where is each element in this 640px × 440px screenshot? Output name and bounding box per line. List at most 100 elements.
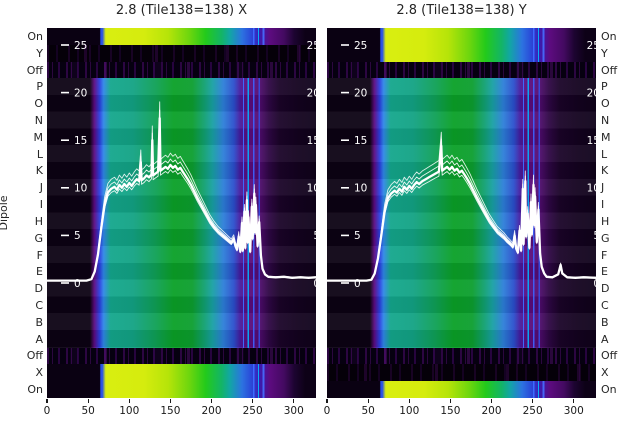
row-label: P <box>601 80 608 94</box>
x-tick-mark <box>210 399 213 403</box>
inner-tick-mark <box>61 91 69 94</box>
inner-tick-label-right: 20 <box>587 87 596 99</box>
x-tick-mark <box>326 399 328 403</box>
heat-row-bright <box>327 28 596 46</box>
inner-tick-label-right: 5 <box>593 230 596 242</box>
passband-curve <box>47 101 316 281</box>
heat-row-dark2 <box>47 44 316 63</box>
row-label: D <box>34 282 43 296</box>
row-label: X <box>601 366 609 380</box>
panel-y-xaxis: 0 50 100 150 200 250 300 <box>324 398 596 424</box>
heat-row-dark <box>47 61 316 80</box>
row-label: On <box>601 29 617 43</box>
x-tick-mark <box>408 399 410 403</box>
inner-tick-label-left: 25 <box>74 40 87 52</box>
row-label: F <box>36 248 43 262</box>
x-tick-mark <box>293 399 295 403</box>
row-labels-left: On Y Off P O N M L K J I H G F E D C B A Off X On <box>0 28 43 398</box>
x-tick-label: 0 <box>43 405 51 417</box>
x-tick-label: 50 <box>361 405 375 417</box>
x-tick-label: 100 <box>119 405 140 417</box>
row-label: C <box>601 299 609 312</box>
x-tick-label: 100 <box>399 405 420 417</box>
heat-row-bright <box>327 44 596 63</box>
inner-tick-label-right: 10 <box>587 183 596 195</box>
x-tick-mark <box>252 399 254 403</box>
inner-tick-label-left: 20 <box>74 87 87 99</box>
inner-tick-label-right: 0 <box>593 278 596 290</box>
row-label: Y <box>601 46 608 60</box>
panel-y-heatmap <box>327 28 596 398</box>
row-label: B <box>601 315 609 329</box>
inner-tick-label-left: 20 <box>354 87 367 99</box>
row-label: P <box>36 80 43 94</box>
heat-row-bright <box>47 28 316 46</box>
panel-x-xaxis: 0 50 100 150 200 250 300 <box>44 398 316 424</box>
row-label: B <box>35 315 43 329</box>
row-label: O <box>601 97 610 111</box>
row-label: A <box>601 332 609 346</box>
inner-tick-label-left: 0 <box>74 278 81 290</box>
inner-tick-label-right: 25 <box>307 40 316 52</box>
row-label: H <box>601 214 610 228</box>
inner-tick-mark <box>61 282 69 284</box>
heat-row-dark2 <box>327 364 596 382</box>
x-tick-label: 50 <box>81 405 95 417</box>
row-label: G <box>601 231 610 245</box>
row-label: L <box>601 147 608 161</box>
heat-row-bright <box>47 381 316 398</box>
row-label: Off <box>26 63 43 77</box>
inner-tick-label-left: 10 <box>354 183 367 195</box>
row-label: O <box>34 97 43 111</box>
panel-y: 2.8 (Tile138=138) Y 25252020151510105500… <box>324 0 596 440</box>
row-label: K <box>35 164 43 178</box>
inner-tick-mark <box>61 139 69 141</box>
row-label: G <box>34 231 43 245</box>
heat-row-dark <box>47 347 316 365</box>
inner-tick-mark <box>341 91 349 94</box>
inner-tick-label-left: 10 <box>74 183 87 195</box>
row-label: C <box>35 299 43 312</box>
x-tick-label: 300 <box>283 405 304 417</box>
row-label: A <box>35 332 43 346</box>
inner-tick-label-right: 10 <box>307 183 316 195</box>
row-label: L <box>36 147 43 161</box>
x-tick-label: 150 <box>440 405 461 417</box>
x-tick-mark <box>169 399 171 403</box>
inner-tick-mark <box>341 44 349 46</box>
row-label: K <box>601 164 609 178</box>
inner-tick-mark <box>61 234 69 237</box>
row-label: On <box>601 383 617 397</box>
x-tick-mark <box>128 399 130 403</box>
row-label: Off <box>26 349 43 363</box>
x-tick-mark <box>367 399 369 403</box>
row-label: D <box>601 282 610 296</box>
inner-tick-label-right: 20 <box>307 87 316 99</box>
heat-spectrum-block <box>47 78 316 348</box>
inner-tick-mark <box>341 234 349 237</box>
x-tick-label: 0 <box>323 405 331 417</box>
row-label: I <box>601 198 605 212</box>
inner-tick-label-left: 5 <box>74 230 81 242</box>
row-labels-right: On Y Off P O N M L K J I H G F E D C B A Off X On <box>600 28 640 398</box>
inner-tick-mark <box>341 187 349 189</box>
panel-x-heatmap <box>47 28 316 398</box>
x-tick-mark <box>46 399 48 403</box>
inner-tick-label-left: 5 <box>354 230 361 242</box>
passband-curve <box>327 150 596 282</box>
heat-row-bright <box>327 381 596 398</box>
inner-tick-label-right: 0 <box>313 278 316 290</box>
row-label: H <box>34 214 43 228</box>
x-tick-label: 300 <box>563 405 584 417</box>
panel-y-title: 2.8 (Tile138=138) Y <box>396 3 527 18</box>
inner-tick-label-right: 5 <box>313 230 316 242</box>
x-tick-label: 250 <box>242 405 263 417</box>
panel-x: 2.8 (Tile138=138) X 25252020151510105500… <box>44 0 316 440</box>
x-tick-mark <box>490 399 493 403</box>
inner-tick-mark <box>61 44 69 46</box>
x-tick-label: 250 <box>522 405 543 417</box>
row-label: X <box>35 366 43 380</box>
row-label: On <box>27 29 43 43</box>
row-label: On <box>27 383 43 397</box>
passband-curve <box>327 144 596 282</box>
